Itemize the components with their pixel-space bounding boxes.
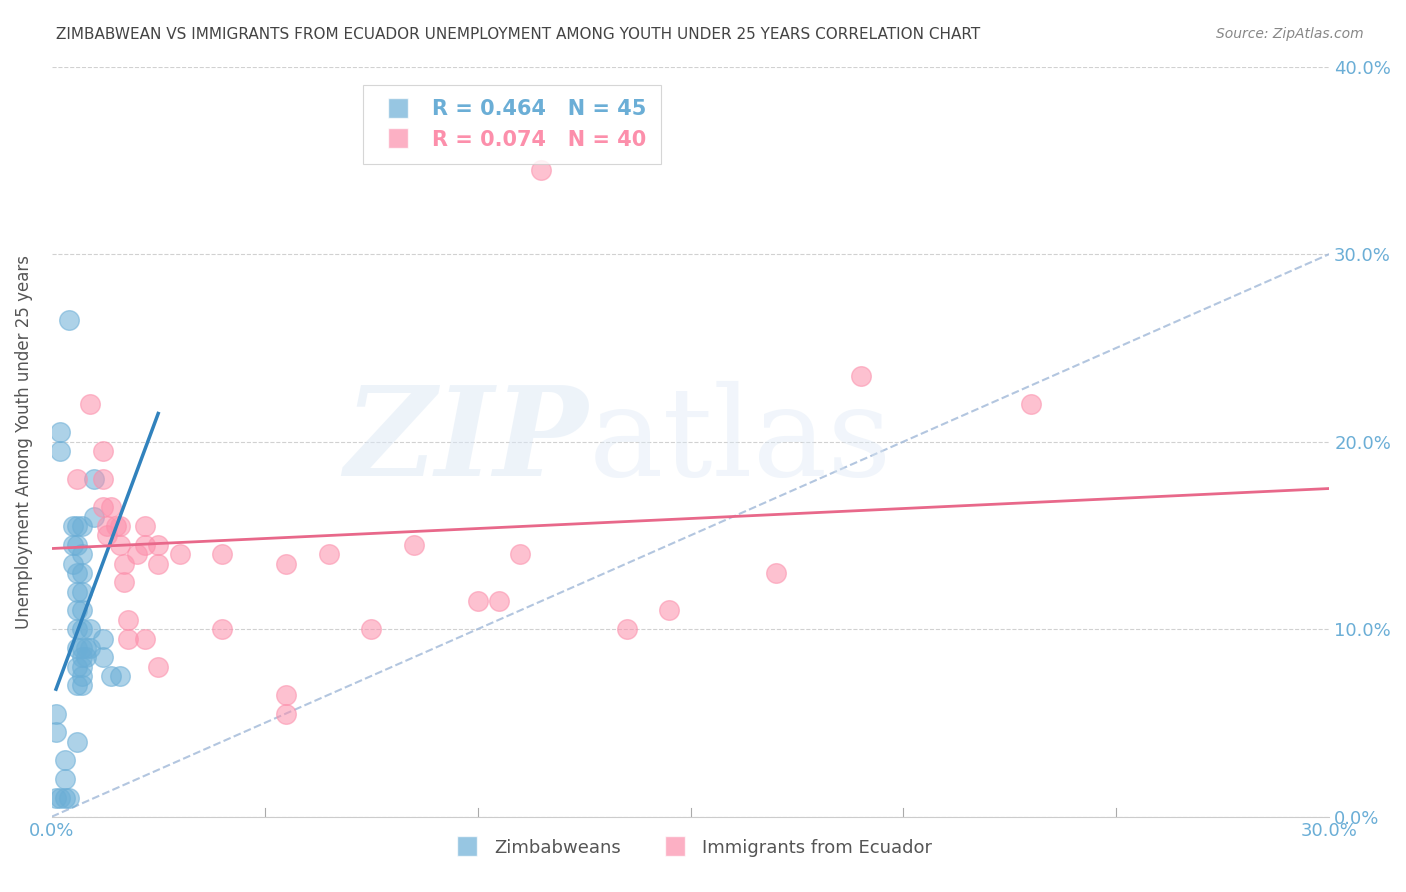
Point <box>62 557 84 571</box>
Point <box>70 650 93 665</box>
Point <box>70 678 93 692</box>
Point <box>66 538 89 552</box>
Point <box>66 472 89 486</box>
Point <box>530 162 553 177</box>
Point <box>125 547 148 561</box>
Point <box>108 538 131 552</box>
Point <box>96 528 118 542</box>
Point <box>616 622 638 636</box>
Point <box>360 622 382 636</box>
Point <box>148 557 170 571</box>
Point <box>117 613 139 627</box>
Point <box>467 594 489 608</box>
Point <box>91 500 114 515</box>
Point <box>45 791 67 805</box>
Point <box>96 519 118 533</box>
Point <box>83 472 105 486</box>
Point <box>45 706 67 721</box>
Point <box>70 659 93 673</box>
Point <box>53 753 76 767</box>
Point <box>91 650 114 665</box>
Point <box>70 669 93 683</box>
Legend: Zimbabweans, Immigrants from Ecuador: Zimbabweans, Immigrants from Ecuador <box>441 831 939 864</box>
Point <box>108 669 131 683</box>
Point <box>70 566 93 580</box>
Point <box>509 547 531 561</box>
Point <box>70 547 93 561</box>
Point <box>70 622 93 636</box>
Point <box>75 650 97 665</box>
Point <box>104 519 127 533</box>
Point <box>58 312 80 326</box>
Point <box>49 444 72 458</box>
Point <box>117 632 139 646</box>
Point <box>100 500 122 515</box>
Point <box>70 603 93 617</box>
Point <box>70 519 93 533</box>
Point <box>658 603 681 617</box>
Point <box>53 772 76 787</box>
Point <box>66 566 89 580</box>
Point <box>134 538 156 552</box>
Point <box>49 791 72 805</box>
Point <box>79 622 101 636</box>
Point <box>66 603 89 617</box>
Point <box>53 791 76 805</box>
Point <box>91 472 114 486</box>
Point <box>62 538 84 552</box>
Point <box>488 594 510 608</box>
Point <box>765 566 787 580</box>
Point <box>62 519 84 533</box>
Point <box>70 640 93 655</box>
Point <box>148 659 170 673</box>
Point <box>211 547 233 561</box>
Point <box>66 622 89 636</box>
Point <box>91 632 114 646</box>
Point <box>274 688 297 702</box>
Point <box>134 632 156 646</box>
Y-axis label: Unemployment Among Youth under 25 years: Unemployment Among Youth under 25 years <box>15 254 32 629</box>
Point <box>108 519 131 533</box>
Point <box>274 706 297 721</box>
Point <box>148 538 170 552</box>
Point <box>75 640 97 655</box>
Point <box>112 575 135 590</box>
Point <box>318 547 340 561</box>
Point <box>66 584 89 599</box>
Text: ZIMBABWEAN VS IMMIGRANTS FROM ECUADOR UNEMPLOYMENT AMONG YOUTH UNDER 25 YEARS CO: ZIMBABWEAN VS IMMIGRANTS FROM ECUADOR UN… <box>56 27 980 42</box>
Point <box>66 659 89 673</box>
Point <box>1019 397 1042 411</box>
Point <box>49 425 72 440</box>
Point <box>211 622 233 636</box>
Text: ZIP: ZIP <box>344 381 588 502</box>
Point <box>70 584 93 599</box>
Point <box>83 509 105 524</box>
Point <box>274 557 297 571</box>
Point <box>169 547 191 561</box>
Point <box>58 791 80 805</box>
Point <box>100 669 122 683</box>
Point <box>79 397 101 411</box>
Point <box>66 734 89 748</box>
Point <box>91 444 114 458</box>
Text: atlas: atlas <box>588 381 891 502</box>
Point <box>849 369 872 384</box>
Point <box>112 557 135 571</box>
Point <box>66 678 89 692</box>
Point <box>79 640 101 655</box>
Point <box>402 538 425 552</box>
Text: Source: ZipAtlas.com: Source: ZipAtlas.com <box>1216 27 1364 41</box>
Point <box>66 640 89 655</box>
Point <box>66 519 89 533</box>
Point <box>134 519 156 533</box>
Point <box>45 725 67 739</box>
